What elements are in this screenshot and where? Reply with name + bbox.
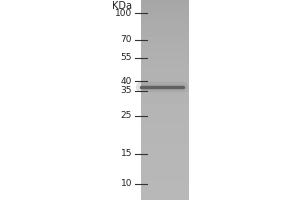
Text: 100: 100 [115, 9, 132, 18]
Text: 55: 55 [121, 53, 132, 62]
Text: 10: 10 [121, 179, 132, 188]
Text: 15: 15 [121, 149, 132, 158]
Bar [141, 0, 189, 200]
Text: 25: 25 [121, 111, 132, 120]
Text: 40: 40 [121, 77, 132, 86]
Text: 70: 70 [121, 35, 132, 44]
Text: KDa: KDa [112, 1, 132, 11]
Text: 35: 35 [121, 86, 132, 95]
